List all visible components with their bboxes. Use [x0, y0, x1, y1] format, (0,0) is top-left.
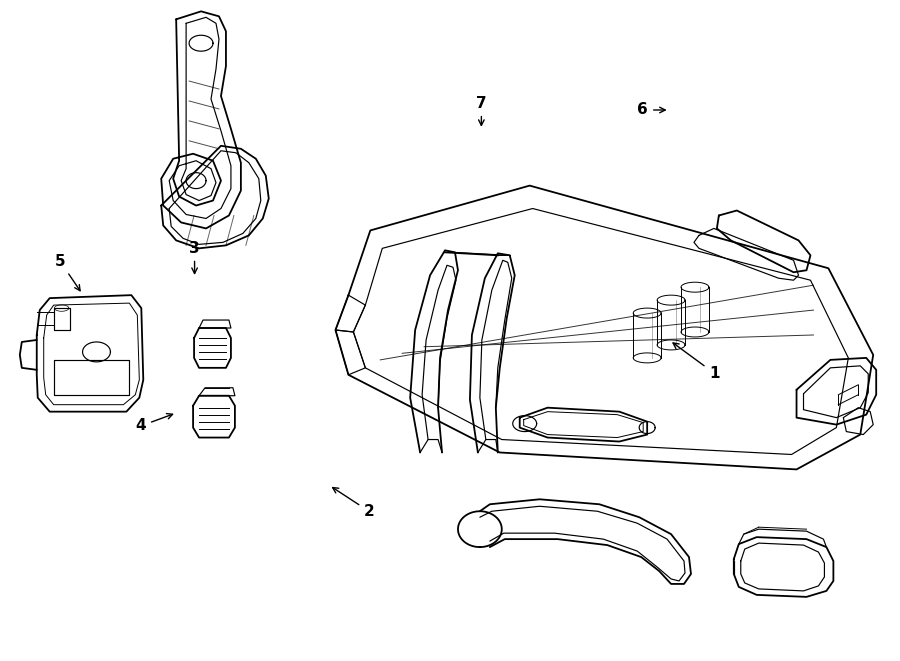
Text: 1: 1 [673, 343, 720, 381]
Text: 7: 7 [476, 96, 487, 126]
Text: 4: 4 [136, 414, 173, 434]
Text: 3: 3 [189, 241, 200, 274]
Text: 5: 5 [55, 254, 80, 291]
Text: 6: 6 [637, 102, 665, 118]
Text: 2: 2 [333, 488, 374, 519]
